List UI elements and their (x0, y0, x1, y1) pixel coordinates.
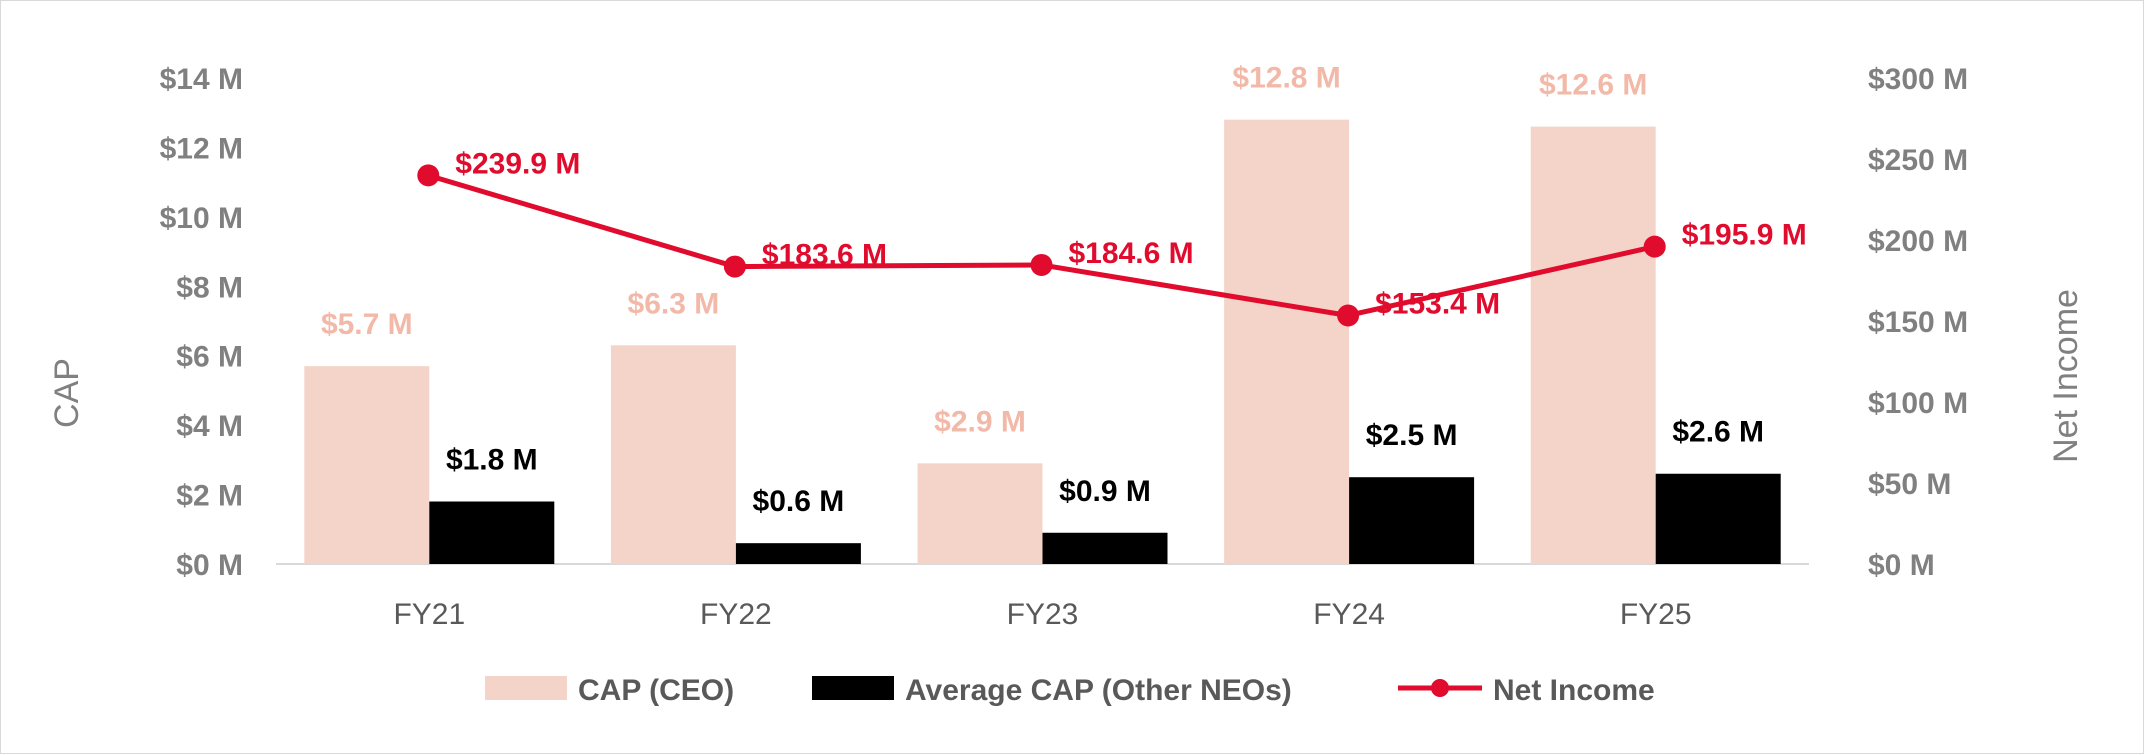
net-income-point-fy25 (1643, 235, 1666, 258)
x-axis-ticks: FY21 FY22 FY23 FY24 FY25 (393, 598, 1691, 631)
right-tick-label-50-m: $50 M (1868, 468, 1951, 501)
bar-cap-ceo-fy23 (917, 463, 1043, 564)
data-label-cap-ceo-fy22: $6.3 M (628, 287, 720, 320)
right-tick-label-0-m: $0 M (1868, 549, 1935, 582)
legend-label-cap-ceo: CAP (CEO) (578, 674, 734, 707)
bar-cap-ceo-fy25 (1530, 126, 1656, 564)
y-axis-title-right: Net Income (2047, 289, 2085, 463)
data-label-net-income-fy23: $184.6 M (1069, 237, 1194, 270)
net-income-point-fy24 (1337, 304, 1360, 327)
right-tick-label-150-m: $150 M (1868, 306, 1968, 339)
x-tick-label-fy24: FY24 (1313, 598, 1385, 631)
right-tick-label-100-m: $100 M (1868, 387, 1968, 420)
data-label-net-income-fy22: $183.6 M (762, 239, 887, 272)
x-tick-label-fy21: FY21 (393, 598, 465, 631)
left-tick-label-4-m: $4 M (176, 410, 243, 443)
left-tick-label-10-m: $10 M (160, 202, 243, 235)
legend-swatch-cap-ceo (485, 676, 567, 700)
left-axis-ticks: $0 M $2 M $4 M $6 M $8 M $10 M $12 M $14 M (160, 63, 243, 582)
left-tick-label-14-m: $14 M (160, 63, 243, 96)
data-label-average-cap-fy23: $0.9 M (1059, 475, 1151, 508)
bar-average-cap-fy24 (1349, 477, 1475, 564)
right-tick-label-250-m: $250 M (1868, 144, 1968, 177)
data-label-cap-ceo-fy24: $12.8 M (1232, 62, 1340, 95)
bar-average-cap-fy23 (1042, 532, 1168, 564)
left-tick-label-8-m: $8 M (176, 271, 243, 304)
bar-cap-ceo-fy22 (610, 345, 736, 564)
right-tick-label-300-m: $300 M (1868, 63, 1968, 96)
x-tick-label-fy22: FY22 (700, 598, 772, 631)
data-label-average-cap-fy21: $1.8 M (446, 444, 538, 477)
data-label-cap-ceo-fy23: $2.9 M (934, 405, 1026, 438)
bars (304, 119, 1781, 565)
data-labels: $5.7 M $1.8 M $6.3 M $0.6 M $2.9 M $0.9 M $12.… (321, 62, 1807, 519)
x-tick-label-fy25: FY25 (1620, 598, 1692, 631)
left-tick-label-12-m: $12 M (160, 132, 243, 165)
net-income-point-fy21 (417, 164, 440, 187)
bar-average-cap-fy22 (735, 543, 861, 564)
x-tick-label-fy23: FY23 (1007, 598, 1079, 631)
legend: CAP (CEO) Average CAP (Other NEOs) Net I… (485, 674, 1655, 707)
bar-average-cap-fy21 (429, 501, 555, 564)
data-label-cap-ceo-fy21: $5.7 M (321, 308, 413, 341)
data-label-net-income-fy25: $195.9 M (1682, 219, 1807, 252)
bar-cap-ceo-fy21 (304, 366, 430, 564)
legend-label-average-cap: Average CAP (Other NEOs) (905, 674, 1292, 707)
data-label-average-cap-fy22: $0.6 M (753, 485, 845, 518)
net-income-point-fy22 (723, 255, 746, 278)
bar-cap-ceo-fy24 (1224, 119, 1350, 565)
y-axis-title-left: CAP (48, 358, 86, 428)
net-income-point-fy23 (1030, 253, 1053, 276)
right-tick-label-200-m: $200 M (1868, 225, 1968, 258)
left-tick-label-6-m: $6 M (176, 341, 243, 374)
data-label-average-cap-fy24: $2.5 M (1366, 419, 1458, 452)
net-income-line (417, 164, 1666, 327)
data-label-cap-ceo-fy25: $12.6 M (1539, 69, 1647, 102)
left-tick-label-0-m: $0 M (176, 549, 243, 582)
legend-swatch-average-cap (812, 676, 894, 700)
right-axis-ticks: $0 M $50 M $100 M $150 M $200 M $250 M $300 M (1868, 63, 1968, 582)
data-label-net-income-fy24: $153.4 M (1375, 287, 1500, 320)
data-label-net-income-fy21: $239.9 M (455, 147, 580, 180)
left-tick-label-2-m: $2 M (176, 480, 243, 513)
data-label-average-cap-fy25: $2.6 M (1672, 416, 1764, 449)
bar-average-cap-fy25 (1655, 473, 1781, 564)
legend-label-net-income: Net Income (1493, 674, 1655, 707)
legend-marker-net-income (1431, 679, 1449, 697)
